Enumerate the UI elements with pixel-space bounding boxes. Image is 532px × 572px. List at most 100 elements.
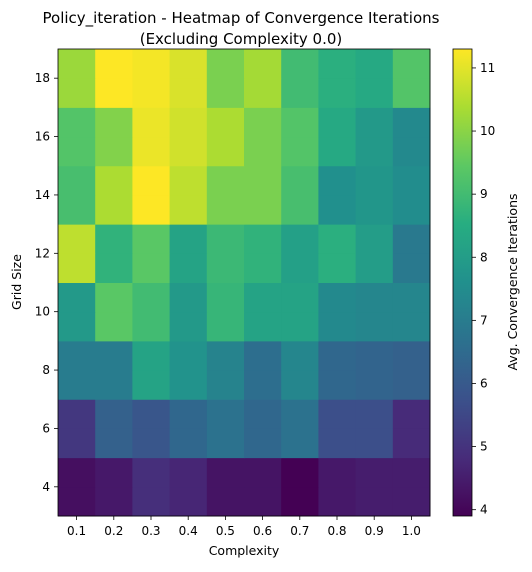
heatmap-cell (244, 107, 282, 138)
heatmap-cell (95, 49, 133, 79)
heatmap-cell (58, 107, 96, 138)
y-tick-label: 18 (35, 71, 50, 85)
colorbar-tick-label: 11 (480, 61, 495, 75)
heatmap-cell (58, 165, 96, 196)
heatmap-cell (169, 194, 208, 225)
heatmap-cell (244, 486, 282, 517)
heatmap-cell (132, 311, 171, 342)
heatmap-cell (244, 136, 282, 167)
heatmap-cell (244, 282, 282, 313)
y-tick-label: 14 (35, 188, 50, 202)
heatmap-cell (244, 311, 282, 342)
heatmap-cell (281, 165, 319, 196)
heatmap-cell (392, 311, 431, 342)
heatmap-cell (206, 282, 245, 313)
heatmap-cell (169, 282, 208, 313)
y-tick-label: 16 (35, 130, 50, 144)
heatmap-cell (244, 370, 282, 400)
plot-frame (57, 48, 431, 517)
heatmap-cell (169, 253, 208, 283)
heatmap-cell (281, 428, 319, 459)
heatmap-cell (244, 78, 282, 108)
heatmap-cell (206, 399, 245, 429)
heatmap-cell (206, 165, 245, 196)
heatmap-cell (392, 136, 431, 167)
heatmap-cell (355, 370, 394, 400)
heatmap-cell (206, 136, 245, 167)
heatmap-cell (58, 136, 96, 167)
heatmap-cell (355, 78, 394, 108)
heatmap-cell (206, 340, 245, 371)
heatmap-cell (281, 370, 319, 400)
heatmap-cell (244, 340, 282, 371)
heatmap-cell (355, 107, 394, 138)
heatmap-cell (281, 282, 319, 313)
heatmap-cell (392, 224, 431, 254)
heatmap-cell (132, 78, 171, 108)
heatmap-cell (95, 107, 133, 138)
heatmap-cell (132, 49, 171, 79)
heatmap-cell (281, 399, 319, 429)
heatmap-cell (58, 399, 96, 429)
y-axis: 4 6 8 10 12 14 16 18 (35, 71, 58, 494)
heatmap-cell (355, 49, 394, 79)
heatmap-cell (318, 224, 357, 254)
heatmap-cell (58, 78, 96, 108)
colorbar-label: Avg. Convergence Iterations (505, 193, 520, 370)
heatmap-cell (206, 486, 245, 517)
heatmap-cell (392, 370, 431, 400)
heatmap-cell (95, 370, 133, 400)
heatmap-cell (132, 486, 171, 517)
heatmap-cell (244, 165, 282, 196)
heatmap-cell (169, 457, 208, 488)
heatmap-cell (169, 311, 208, 342)
heatmap-cell (392, 78, 431, 108)
heatmap-cell (169, 399, 208, 429)
heatmap-cell (132, 194, 171, 225)
heatmap-cell (95, 165, 133, 196)
heatmap-cell (58, 486, 96, 517)
y-tick-label: 6 (42, 421, 50, 435)
heatmap-cell (58, 253, 96, 283)
heatmap-cell (318, 136, 357, 167)
heatmap-cell (392, 340, 431, 371)
heatmap-cell (355, 253, 394, 283)
heatmap-cell (95, 136, 133, 167)
heatmap-cell (169, 78, 208, 108)
heatmap-cell (58, 224, 96, 254)
heatmap-cell (58, 282, 96, 313)
heatmap-cell (132, 107, 171, 138)
heatmap-cell (244, 428, 282, 459)
heatmap-cell (392, 253, 431, 283)
chart-subtitle: (Excluding Complexity 0.0) (140, 30, 343, 48)
heatmap-cell (281, 78, 319, 108)
x-tick-label: 0.5 (216, 524, 235, 538)
heatmap-cell (392, 194, 431, 225)
heatmap-cell (206, 428, 245, 459)
colorbar-tick-label: 8 (480, 250, 488, 264)
x-tick-label: 0.3 (141, 524, 160, 538)
heatmap-cell (281, 49, 319, 79)
heatmap-cell (58, 194, 96, 225)
heatmap-cell (58, 340, 96, 371)
heatmap-cell (206, 311, 245, 342)
heatmap-cell (244, 457, 282, 488)
heatmap-cell (169, 165, 208, 196)
heatmap-cell (58, 311, 96, 342)
heatmap-cell (169, 224, 208, 254)
heatmap-cell (95, 311, 133, 342)
x-tick-label: 0.8 (327, 524, 346, 538)
heatmap-cell (244, 253, 282, 283)
heatmap-cell (355, 165, 394, 196)
heatmap-cell (318, 486, 357, 517)
heatmap-cell (318, 340, 357, 371)
heatmap-cell (95, 340, 133, 371)
heatmap-cell (392, 486, 431, 517)
x-tick-label: 0.4 (179, 524, 198, 538)
heatmap-cell (355, 194, 394, 225)
heatmap-cell (132, 457, 171, 488)
heatmap-cell (244, 224, 282, 254)
heatmap-cell (132, 428, 171, 459)
heatmap-cell (95, 224, 133, 254)
